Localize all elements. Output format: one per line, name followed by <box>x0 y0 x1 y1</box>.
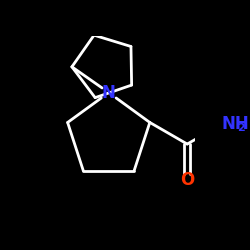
Text: O: O <box>180 171 194 189</box>
Text: N: N <box>102 84 116 102</box>
Text: NH: NH <box>222 115 250 133</box>
Text: 2: 2 <box>237 124 245 134</box>
